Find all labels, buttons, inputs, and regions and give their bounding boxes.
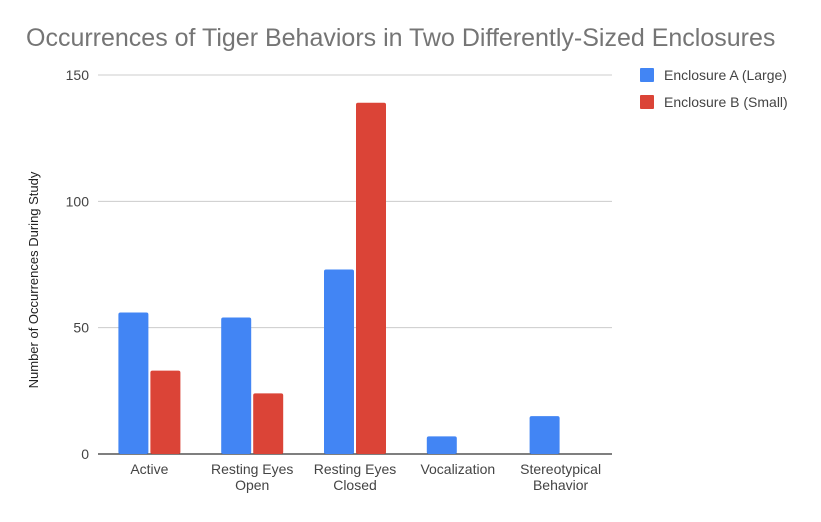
x-tick-label: Behavior <box>533 477 589 493</box>
x-tick-label: Resting Eyes <box>314 461 396 477</box>
y-axis-ticks: 0 50 100 150 <box>66 67 90 462</box>
bar[interactable] <box>253 393 284 454</box>
bar[interactable] <box>426 436 457 454</box>
bar[interactable] <box>356 102 386 454</box>
legend-label: Enclosure A (Large) <box>664 67 787 83</box>
legend-label: Enclosure B (Small) <box>664 94 788 110</box>
bar[interactable] <box>221 317 252 454</box>
bar-series <box>118 102 560 454</box>
gridlines <box>98 74 612 455</box>
legend-swatch <box>640 95 654 109</box>
x-tick-label: Stereotypical <box>520 461 601 477</box>
y-tick-label: 0 <box>81 446 89 462</box>
bar[interactable] <box>150 370 181 454</box>
y-tick-label: 100 <box>66 193 90 209</box>
legend[interactable]: Enclosure A (Large) Enclosure B (Small) <box>640 67 788 110</box>
bar[interactable] <box>118 312 149 454</box>
chart-title: Occurrences of Tiger Behaviors in Two Di… <box>26 24 775 52</box>
x-tick-label: Open <box>235 477 269 493</box>
x-tick-label: Resting Eyes <box>211 461 293 477</box>
legend-item[interactable]: Enclosure B (Small) <box>640 94 788 110</box>
bar[interactable] <box>529 416 560 454</box>
legend-item[interactable]: Enclosure A (Large) <box>640 67 787 83</box>
y-axis-label: Number of Occurrences During Study <box>26 171 41 388</box>
x-tick-label: Vocalization <box>420 461 495 477</box>
bar[interactable] <box>324 269 354 454</box>
legend-swatch <box>640 68 654 82</box>
x-tick-label: Active <box>130 461 168 477</box>
y-tick-label: 150 <box>66 67 90 83</box>
x-tick-label: Closed <box>333 477 377 493</box>
y-tick-label: 50 <box>73 320 89 336</box>
